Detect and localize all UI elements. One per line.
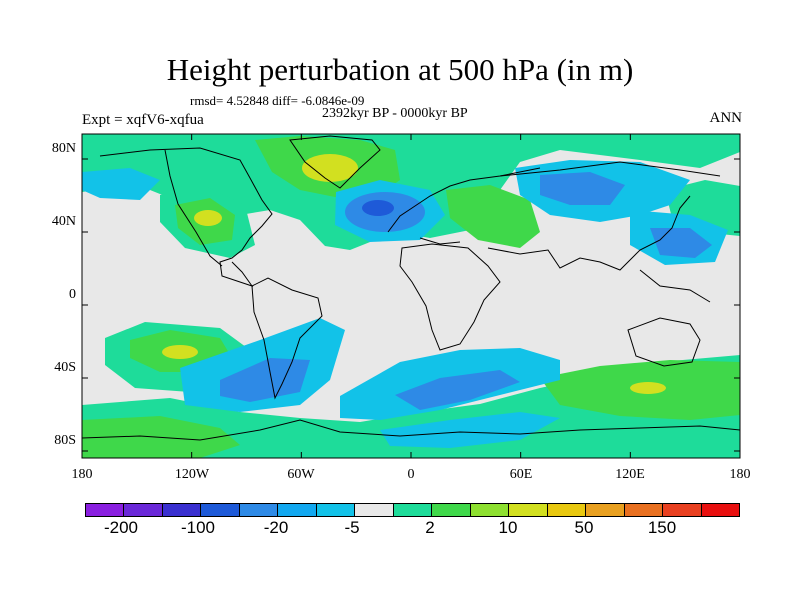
x-tick-60w: 60W <box>287 467 315 482</box>
y-tick-80s: 80S <box>54 433 76 448</box>
x-tick-180w: 180 <box>71 467 93 482</box>
colorbar-box <box>162 504 202 516</box>
colorbar-label: 2 <box>425 518 435 537</box>
experiment-label: Expt = xqfV6-xqfua <box>82 112 204 128</box>
y-tick-80n: 80N <box>51 141 76 156</box>
axis-ticks <box>81 134 741 458</box>
colorbar-box <box>124 504 163 516</box>
colorbar-box <box>701 504 739 516</box>
field-strong-positive <box>162 154 666 394</box>
colorbar-label: -5 <box>344 518 360 537</box>
colorbar-label: -100 <box>180 518 216 537</box>
colorbar <box>85 503 740 517</box>
colorbar-label: -200 <box>103 518 139 537</box>
colorbar-label: -20 <box>263 518 289 537</box>
colorbar-box <box>393 504 433 516</box>
plot-title: Height perturbation at 500 hPa (in m) <box>166 52 634 87</box>
x-tick-120e: 120E <box>615 467 645 482</box>
colorbar-box <box>316 504 356 516</box>
colorbar-box <box>624 504 664 516</box>
colorbar-box <box>547 504 587 516</box>
colorbar-box <box>586 504 625 516</box>
x-tick-60e: 60E <box>509 467 533 482</box>
rmsd-stats: rmsd= 4.52848 diff= -6.0846e-09 <box>190 93 365 108</box>
colorbar-label: 10 <box>498 518 518 537</box>
colorbar-box <box>201 504 240 516</box>
y-tick-0: 0 <box>69 287 76 302</box>
x-tick-180e: 180 <box>729 467 751 482</box>
coastlines <box>82 135 740 441</box>
x-tick-120w: 120W <box>174 467 210 482</box>
y-tick-40n: 40N <box>51 214 76 229</box>
season-label: ANN <box>709 110 743 126</box>
colorbar-box <box>663 504 702 516</box>
field-strong-negative <box>362 200 394 216</box>
colorbar-box <box>86 504 125 516</box>
time-period: 2392kyr BP - 0000kyr BP <box>322 106 468 121</box>
colorbar-box <box>509 504 548 516</box>
colorbar-box <box>239 504 279 516</box>
colorbar-label: 50 <box>574 518 594 537</box>
y-tick-40s: 40S <box>54 360 76 375</box>
colorbar-box <box>278 504 317 516</box>
colorbar-box <box>355 504 394 516</box>
colorbar-label: 150 <box>647 518 677 537</box>
colorbar-box <box>432 504 471 516</box>
x-tick-0: 0 <box>407 467 415 482</box>
colorbar-box <box>470 504 510 516</box>
